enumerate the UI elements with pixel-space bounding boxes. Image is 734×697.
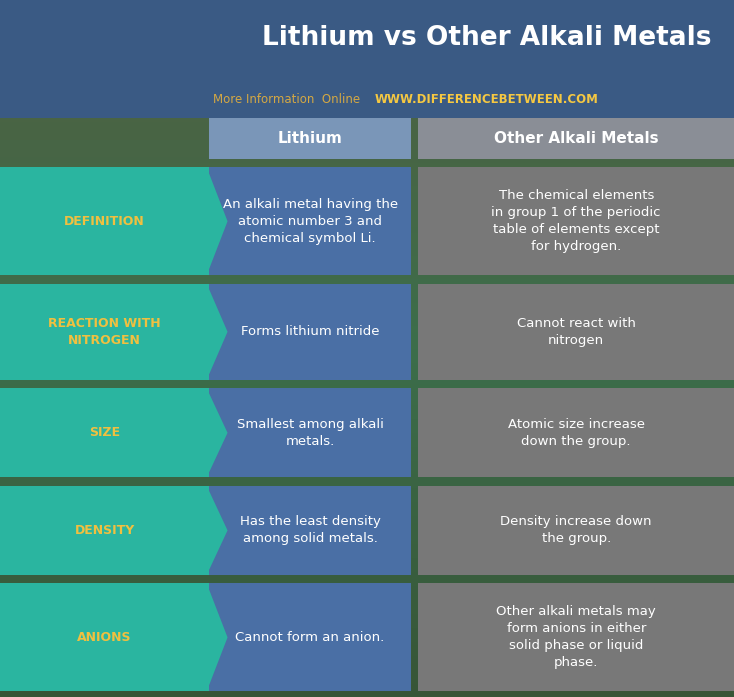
Text: Atomic size increase
down the group.: Atomic size increase down the group. — [508, 418, 644, 448]
FancyBboxPatch shape — [0, 388, 209, 477]
Text: WWW.DIFFERENCEBETWEEN.COM: WWW.DIFFERENCEBETWEEN.COM — [374, 93, 598, 106]
Text: ANIONS: ANIONS — [77, 631, 132, 644]
Text: An alkali metal having the
atomic number 3 and
chemical symbol Li.: An alkali metal having the atomic number… — [222, 198, 398, 245]
Text: Other Alkali Metals: Other Alkali Metals — [494, 131, 658, 146]
Text: DENSITY: DENSITY — [74, 524, 135, 537]
Polygon shape — [0, 394, 228, 472]
Text: Has the least density
among solid metals.: Has the least density among solid metals… — [240, 515, 380, 546]
Text: SIZE: SIZE — [89, 427, 120, 439]
FancyBboxPatch shape — [209, 284, 411, 380]
FancyBboxPatch shape — [0, 80, 734, 118]
Polygon shape — [0, 491, 228, 569]
FancyBboxPatch shape — [0, 486, 209, 575]
FancyBboxPatch shape — [418, 486, 734, 575]
FancyBboxPatch shape — [209, 486, 411, 575]
Text: The chemical elements
in group 1 of the periodic
table of elements except
for hy: The chemical elements in group 1 of the … — [492, 190, 661, 253]
FancyBboxPatch shape — [209, 388, 411, 477]
Text: Smallest among alkali
metals.: Smallest among alkali metals. — [236, 418, 384, 448]
FancyBboxPatch shape — [0, 284, 209, 380]
Text: DEFINITION: DEFINITION — [64, 215, 145, 228]
FancyBboxPatch shape — [209, 583, 411, 691]
Polygon shape — [0, 289, 228, 374]
FancyBboxPatch shape — [418, 284, 734, 380]
FancyBboxPatch shape — [418, 167, 734, 275]
Text: Other alkali metals may
form anions in either
solid phase or liquid
phase.: Other alkali metals may form anions in e… — [496, 606, 656, 669]
Text: REACTION WITH
NITROGEN: REACTION WITH NITROGEN — [48, 316, 161, 347]
FancyBboxPatch shape — [418, 388, 734, 477]
Text: Cannot form an anion.: Cannot form an anion. — [236, 631, 385, 644]
FancyBboxPatch shape — [0, 0, 734, 80]
Text: More Information  Online: More Information Online — [213, 93, 360, 106]
FancyBboxPatch shape — [209, 167, 411, 275]
Text: Lithium vs Other Alkali Metals: Lithium vs Other Alkali Metals — [263, 26, 712, 52]
FancyBboxPatch shape — [0, 583, 209, 691]
FancyBboxPatch shape — [0, 167, 209, 275]
FancyBboxPatch shape — [418, 118, 734, 159]
Text: Cannot react with
nitrogen: Cannot react with nitrogen — [517, 316, 636, 347]
FancyBboxPatch shape — [418, 583, 734, 691]
Polygon shape — [0, 174, 228, 269]
Polygon shape — [0, 590, 228, 685]
FancyBboxPatch shape — [209, 118, 411, 159]
Text: Density increase down
the group.: Density increase down the group. — [501, 515, 652, 546]
Text: Forms lithium nitride: Forms lithium nitride — [241, 325, 379, 338]
Text: Lithium: Lithium — [277, 131, 343, 146]
